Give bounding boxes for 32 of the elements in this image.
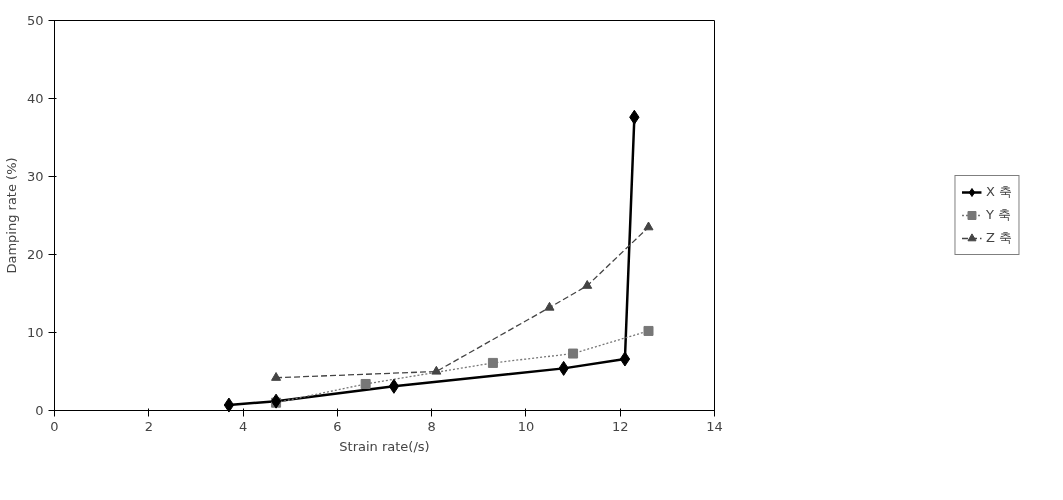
point: [643, 325, 654, 336]
y-tick-label: 10: [26, 325, 44, 340]
point: [544, 301, 555, 311]
point: [487, 357, 498, 368]
point: [643, 221, 654, 231]
point: [582, 280, 593, 289]
x-tick-label: 10: [517, 418, 535, 434]
y-tick-label: 40: [26, 91, 44, 106]
legend-label: Z 축: [985, 229, 1013, 247]
x-tick-label: 6: [333, 418, 342, 434]
x-tick-label: 2: [144, 418, 153, 434]
point: [619, 351, 631, 367]
legend-label: X 축: [985, 183, 1013, 201]
point: [568, 348, 579, 359]
x-tick-label: 0: [50, 418, 59, 434]
legend-label: Y 축: [985, 206, 1012, 224]
x-tick-label: 8: [427, 418, 436, 434]
point: [431, 365, 442, 375]
x-tick-label: 12: [611, 418, 629, 434]
y-tick-label: 30: [26, 169, 44, 184]
point: [271, 372, 282, 381]
x-tick-label: 4: [238, 418, 248, 434]
y-axis-title: Damping rate (%): [3, 157, 19, 274]
y-tick-label: 20: [26, 247, 44, 262]
y-tick-label: 50: [26, 13, 44, 28]
point: [223, 397, 235, 413]
y-tick-label: 0: [35, 403, 44, 418]
point: [388, 378, 400, 394]
x-axis-title: Strain rate(/s): [339, 438, 430, 454]
x-tick-label: 14: [706, 418, 723, 434]
point: [270, 393, 282, 409]
point: [360, 378, 371, 389]
